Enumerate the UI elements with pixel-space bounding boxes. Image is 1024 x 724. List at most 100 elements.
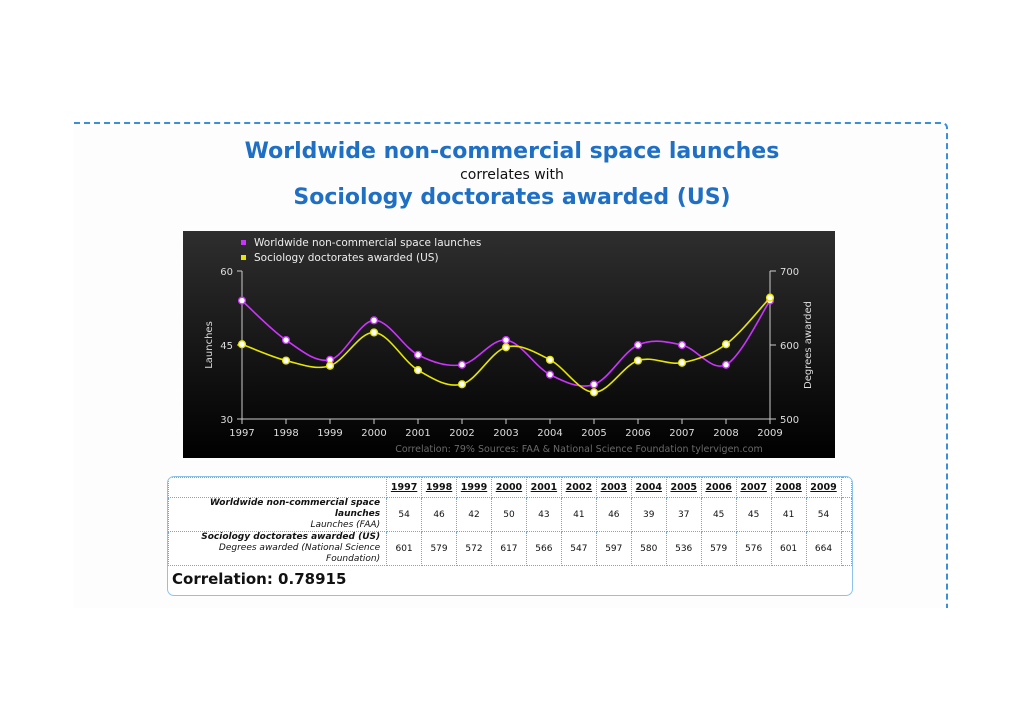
series-2-point <box>677 358 687 367</box>
value-cell: 46 <box>595 497 632 532</box>
value-cell: 54 <box>386 497 423 532</box>
year-header: 2004 <box>630 477 667 498</box>
row-title: Sociology doctorates awarded (US) <box>201 532 381 542</box>
value-cell: 50 <box>490 497 527 532</box>
value-cell: 664 <box>805 531 842 566</box>
x-tick-label: 1997 <box>229 428 254 439</box>
series-1-point <box>589 380 599 389</box>
table-row: 1997 1998 1999 2000 2001 2002 2003 2004 2005 2006… <box>168 477 852 498</box>
x-tick-label: 2009 <box>757 428 782 439</box>
x-tick-label: 2003 <box>493 428 518 439</box>
year-header: 2008 <box>770 477 807 498</box>
series-2-point <box>633 356 643 365</box>
row-subtitle: Launches (FAA) <box>310 520 381 530</box>
x-tick-label: 1998 <box>273 428 298 439</box>
title-line-2: correlates with <box>460 167 564 183</box>
table-pad <box>840 531 852 566</box>
right-axis-title: Degrees awarded <box>803 301 814 389</box>
value-cell: 39 <box>630 497 667 532</box>
row-label: Sociology doctorates awarded (US) Degrees… <box>168 531 388 566</box>
left-tick-label: 30 <box>220 415 233 426</box>
series-1-point <box>457 360 467 369</box>
series-2-point <box>413 366 423 375</box>
table-row: Sociology doctorates awarded (US) Degrees… <box>168 531 852 566</box>
series-2-point <box>501 343 511 352</box>
value-cell: 43 <box>525 497 562 532</box>
series-2-point <box>369 328 379 337</box>
x-tick-label: 2000 <box>361 428 386 439</box>
value-cell: 579 <box>700 531 737 566</box>
right-tick-label: 700 <box>780 267 799 278</box>
year-header: 2000 <box>490 477 527 498</box>
value-cell: 580 <box>630 531 667 566</box>
x-tick-label: 2002 <box>449 428 474 439</box>
x-tick-label: 2001 <box>405 428 430 439</box>
legend-label-2: Sociology doctorates awarded (US) <box>254 252 439 264</box>
table-pad <box>840 477 852 498</box>
right-tick-label: 600 <box>780 341 799 352</box>
year-header: 1999 <box>456 477 492 498</box>
legend-label-1: Worldwide non-commercial space launches <box>254 237 481 249</box>
title-line-1: Worldwide non-commercial space launches <box>244 139 780 164</box>
value-cell: 597 <box>595 531 632 566</box>
left-axis-title: Launches <box>204 321 215 369</box>
table-corner <box>168 477 388 498</box>
year-header: 2006 <box>700 477 737 498</box>
series-2-point <box>281 356 291 365</box>
value-cell: 617 <box>490 531 527 566</box>
series-1-point <box>237 296 247 305</box>
series-2-point <box>721 340 731 349</box>
value-cell: 37 <box>665 497 702 532</box>
value-cell: 41 <box>770 497 807 532</box>
series-2-point <box>457 380 467 389</box>
x-tick-label: 2005 <box>581 428 606 439</box>
year-header: 2001 <box>525 477 562 498</box>
value-cell: 547 <box>560 531 597 566</box>
row-subtitle: Degrees awarded (National Science Founda… <box>218 543 381 564</box>
table-pad <box>840 497 852 532</box>
year-header: 1997 <box>386 477 423 498</box>
title-line-3: Sociology doctorates awarded (US) <box>293 185 731 210</box>
correlation-value: Correlation: 0.78915 <box>172 570 347 588</box>
value-cell: 601 <box>770 531 807 566</box>
legend-swatch-2 <box>241 255 246 260</box>
left-tick-label: 60 <box>220 267 233 278</box>
value-cell: 536 <box>665 531 702 566</box>
data-table-box: 1997 1998 1999 2000 2001 2002 2003 2004 2005 2006… <box>167 476 853 596</box>
x-tick-label: 1999 <box>317 428 342 439</box>
series-2-point <box>237 340 247 349</box>
value-cell: 42 <box>456 497 492 532</box>
value-cell: 601 <box>386 531 423 566</box>
value-cell: 45 <box>735 497 772 532</box>
year-header: 2003 <box>595 477 632 498</box>
year-header: 2002 <box>560 477 597 498</box>
series-1-point <box>281 335 291 345</box>
row-label: Worldwide non-commercial space launches L… <box>168 497 388 532</box>
year-header: 1998 <box>421 477 458 498</box>
table-row: Worldwide non-commercial space launches L… <box>168 497 852 532</box>
x-tick-label: 2008 <box>713 428 738 439</box>
chart-footer: Correlation: 79% Sources: FAA & National… <box>395 444 763 455</box>
chart-svg: 30 45 60 500 600 700 1997 1998 1999 2000 2001 2002 2… <box>183 231 835 458</box>
value-cell: 54 <box>805 497 842 532</box>
year-header: 2009 <box>805 477 842 498</box>
series-1-point <box>369 316 379 325</box>
series-1-point <box>413 350 423 359</box>
series-1-point <box>677 340 687 350</box>
chart: 30 45 60 500 600 700 1997 1998 1999 2000 2001 2002 2… <box>183 231 835 458</box>
series-1-point <box>545 370 555 379</box>
x-tick-label: 2004 <box>537 428 562 439</box>
series-1-point <box>501 335 511 345</box>
series-2-point <box>765 293 775 302</box>
row-title: Worldwide non-commercial space launches <box>209 498 381 519</box>
value-cell: 572 <box>456 531 492 566</box>
value-cell: 576 <box>735 531 772 566</box>
value-cell: 41 <box>560 497 597 532</box>
right-tick-label: 500 <box>780 415 799 426</box>
value-cell: 46 <box>421 497 458 532</box>
series-1-point <box>721 360 731 369</box>
value-cell: 45 <box>700 497 737 532</box>
series-2-point <box>589 388 599 397</box>
legend-swatch-1 <box>241 240 246 245</box>
series-2-point <box>325 361 335 370</box>
